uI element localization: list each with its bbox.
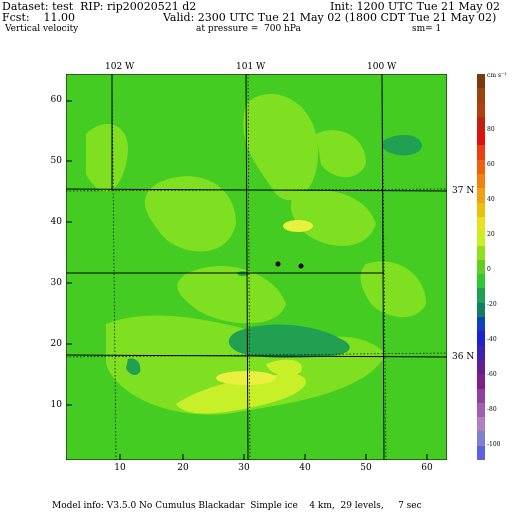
lon-label-101w: 101 W [236, 62, 266, 72]
colorbar-segment [477, 417, 485, 432]
colorbar-tick-label: 0 [487, 266, 491, 273]
colorbar-tick-label: 20 [487, 231, 495, 238]
colorbar-segment [477, 259, 485, 275]
colorbar-segment [477, 302, 485, 318]
colorbar-tick-label: 80 [487, 126, 495, 133]
model-info-label: Model info: V3.5.0 No Cumulus Blackadar … [52, 501, 422, 511]
colorbar-tick-label: -100 [487, 441, 501, 448]
colorbar-segment [477, 216, 485, 232]
forecast-hour-label: Fcst: 11.00 [2, 11, 76, 24]
colorbar-tick-label: 60 [487, 161, 495, 168]
y-tick-label: 30 [50, 278, 62, 288]
strong-updraft-spots [216, 220, 313, 385]
colorbar-segment [477, 288, 485, 304]
station-marker [298, 263, 304, 269]
x-tick-label: 60 [421, 463, 433, 473]
moderate-updraft-regions [176, 359, 306, 414]
colorbar-unit-label: cm s⁻¹ [487, 72, 507, 79]
init-time-label: Init: 1200 UTC Tue 21 May 02 [330, 0, 501, 13]
colorbar-segment [477, 102, 485, 118]
colorbar-segment [477, 317, 485, 332]
lat-label-37n: 37 N [452, 186, 475, 196]
station-marker [275, 261, 281, 267]
colorbar-segment [477, 359, 485, 375]
dataset-label: Dataset: test RIP: rip20020521 d2 [2, 0, 197, 13]
y-tick-label: 20 [50, 339, 62, 349]
colorbar-segment [477, 231, 485, 247]
y-tick-label: 60 [50, 95, 62, 105]
colorbar-segment [477, 116, 485, 132]
colorbar-tick-label: -80 [487, 406, 497, 413]
latlon-grid [66, 74, 447, 460]
x-tick-label: 30 [238, 463, 250, 473]
colorbar-segment [477, 131, 485, 146]
lat-label-36n: 36 N [452, 352, 475, 362]
valid-time-label: Valid: 2300 UTC Tue 21 May 02 (1800 CDT … [163, 11, 497, 24]
colorbar-tick-label: -20 [487, 301, 497, 308]
y-tick-label: 50 [50, 156, 62, 166]
colorbar-segment [477, 402, 485, 418]
colorbar-segment [477, 345, 485, 361]
x-tick-label: 50 [360, 463, 372, 473]
colorbar-tick-label: -60 [487, 371, 497, 378]
colorbar-segment [477, 445, 485, 461]
colorbar-segment [477, 88, 485, 104]
downdraft-regions [126, 134, 422, 375]
colorbar-tick-label: -40 [487, 336, 497, 343]
smoothing-label: sm= 1 [412, 24, 442, 34]
field-name-label: Vertical velocity [5, 24, 79, 34]
colorbar-segment [477, 188, 485, 204]
colorbar-segment [477, 331, 485, 347]
axis-ticks [66, 100, 428, 460]
vertical-velocity-map [66, 74, 447, 460]
colorbar-segment [477, 388, 485, 404]
colorbar-segment [477, 202, 485, 218]
x-tick-label: 20 [177, 463, 189, 473]
lon-label-102w: 102 W [105, 62, 135, 72]
y-tick-label: 40 [50, 217, 62, 227]
pressure-level-label: at pressure = 700 hPa [196, 24, 301, 34]
x-tick-label: 40 [299, 463, 311, 473]
lon-label-100w: 100 W [367, 62, 397, 72]
colorbar-segment [477, 245, 485, 261]
colorbar-segment [477, 74, 485, 89]
colorbar-segment [477, 274, 485, 289]
colorbar-segment [477, 145, 485, 161]
y-tick-label: 10 [50, 400, 62, 410]
x-tick-label: 10 [114, 463, 126, 473]
colorbar [477, 74, 485, 461]
colorbar-segment [477, 374, 485, 389]
colorbar-tick-label: 40 [487, 196, 495, 203]
colorbar-segment [477, 159, 485, 175]
colorbar-segment [477, 431, 485, 447]
colorbar-segment [477, 174, 485, 189]
